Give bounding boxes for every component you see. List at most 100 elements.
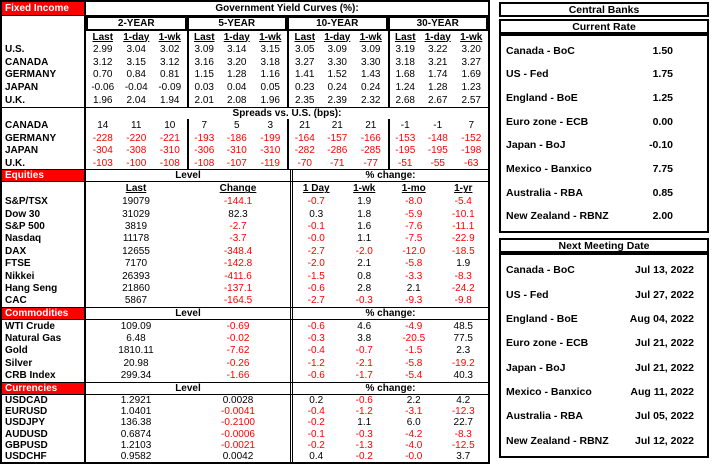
- value-cell: -2.7: [290, 245, 340, 258]
- value-cell: -71: [330, 157, 345, 169]
- instrument-row: WTI Crude 109.09 -0.69 -0.6 4.6 -4.9 48.5: [2, 320, 488, 333]
- value-cell: -164: [287, 131, 321, 145]
- value-cell: 3.02: [160, 43, 180, 55]
- instrument-label: Hang Seng: [2, 282, 86, 295]
- value-cell: 2.39: [327, 95, 347, 107]
- instrument-label: Natural Gas: [2, 332, 86, 345]
- next-meeting-list: Canada - BoC Jul 13, 2022 US - Fed Jul 27, …: [499, 253, 709, 458]
- next-meeting-row: Mexico - Banxico Aug 11, 2022: [501, 386, 707, 398]
- value-cell: 0.24: [327, 82, 347, 94]
- current-rate-row: England - BoE 1.25: [501, 92, 707, 104]
- next-meeting-row: Euro zone - ECB Jul 21, 2022: [501, 337, 707, 349]
- value-cell: -0.6: [290, 320, 340, 333]
- yield-column-header: Last: [92, 31, 114, 43]
- value-cell: 4.2: [456, 395, 471, 407]
- value-cell: 0.84: [126, 69, 146, 81]
- bank-name: Japan - BoJ: [506, 361, 566, 374]
- value-cell: 3.16: [186, 55, 221, 69]
- bank-value: 1.50: [652, 44, 673, 57]
- value-cell: -3.1: [405, 406, 423, 418]
- value-cell: -8.3: [454, 270, 472, 282]
- instrument-row: USDCAD 1.2921 0.0028 0.2 -0.6 2.2 4.2: [2, 394, 488, 407]
- value-cell: 3.18: [387, 55, 422, 69]
- yield-column-header: 1-day: [424, 31, 451, 43]
- value-cell: -220: [126, 132, 147, 144]
- value-cell: 7: [186, 119, 221, 132]
- value-cell: -2.0: [290, 257, 340, 270]
- value-cell: 0.0028: [222, 395, 254, 407]
- bank-value: 0.00: [652, 115, 673, 128]
- instrument-label: S&P/TSX: [2, 195, 86, 208]
- next-meeting-row: England - BoE Aug 04, 2022: [501, 313, 707, 325]
- value-cell: -0.7: [290, 195, 340, 208]
- value-cell: -5.8: [405, 258, 423, 270]
- value-cell: -100: [126, 157, 147, 169]
- bank-name: Japan - BoJ: [506, 139, 566, 152]
- spread-row: GERMANY -228 -220 -221 -193 -186 -199 -164 -157-…: [2, 131, 488, 145]
- value-cell: -4.2: [405, 428, 423, 440]
- bank-value: 1.25: [652, 92, 673, 105]
- instrument-row: S&P/TSX 19079 -144.1 -0.7 1.9 -8.0 -5.4: [2, 195, 488, 208]
- value-cell: -2.1: [355, 357, 373, 369]
- instrument-row: USDCHF 0.9582 0.0042 0.4 -0.2 -0.0 3.7: [2, 450, 488, 463]
- row-label: GERMANY: [2, 131, 86, 145]
- bank-name: Canada - BoC: [506, 44, 575, 57]
- value-cell: -137.1: [223, 282, 253, 294]
- instrument-label: WTI Crude: [2, 320, 86, 333]
- value-cell: -12.0: [402, 245, 426, 257]
- value-cell: 6.48: [126, 333, 146, 345]
- value-cell: -2.7: [229, 220, 247, 232]
- yield-column-header: 1-wk: [158, 31, 181, 43]
- bank-value: Jul 05, 2022: [635, 410, 694, 423]
- value-cell: -310: [159, 145, 180, 157]
- year-group-header: 10-YEAR: [287, 16, 388, 31]
- value-cell: -8.0: [405, 196, 423, 208]
- bank-name: New Zealand - RBNZ: [506, 434, 609, 447]
- instrument-row: FTSE 7170 -142.8 -2.0 2.1 -5.8 1.9: [2, 257, 488, 270]
- bank-name: US - Fed: [506, 68, 549, 81]
- pct-change-header: % change:: [290, 308, 488, 319]
- value-cell: 1.1: [357, 233, 372, 245]
- value-cell: -286: [327, 145, 348, 157]
- bank-name: New Zealand - RBNZ: [506, 210, 609, 223]
- value-cell: -0.4: [290, 344, 340, 358]
- bank-name: US - Fed: [506, 288, 549, 301]
- value-cell: 1.16: [260, 69, 280, 81]
- bank-value: Jul 21, 2022: [635, 337, 694, 350]
- value-cell: 3.12: [160, 56, 180, 68]
- yield-column-header: 1-day: [223, 31, 250, 43]
- value-cell: 3.30: [327, 56, 347, 68]
- yield-curve-row: CANADA 3.12 3.15 3.12 3.16 3.20 3.18 3.27 3.30 3.…: [2, 55, 488, 69]
- label-column-spacer: [2, 31, 86, 43]
- spread-row: JAPAN -304 -308 -310 -306 -310 -310 -282 -286 -28…: [2, 144, 488, 157]
- value-cell: -0.0021: [221, 439, 255, 451]
- value-cell: -51: [387, 156, 422, 170]
- spread-row: U.K. -103 -100 -108 -108 -107 -119 -70 -71 -77 -51…: [2, 156, 488, 170]
- value-cell: -0.0: [405, 450, 423, 462]
- instrument-row: Dow 30 31029 82.3 0.3 1.8 -5.9 -10.1: [2, 207, 488, 221]
- value-cell: -304: [92, 145, 113, 157]
- yield-column-header: Last: [186, 31, 221, 43]
- next-meeting-row: US - Fed Jul 27, 2022: [501, 289, 707, 301]
- instrument-row: Silver 20.98 -0.26 -1.2 -2.1 -5.8 -19.2: [2, 357, 488, 370]
- value-cell: 3.7: [456, 450, 471, 462]
- value-cell: 5867: [124, 295, 148, 307]
- value-cell: -24.2: [451, 282, 475, 294]
- yield-group-header-row: 2-YEAR 5-YEAR 10-YEAR 30-YEAR: [2, 16, 488, 31]
- value-cell: 1.52: [327, 69, 347, 81]
- yield-curve-row: GERMANY 0.70 0.84 0.81 1.15 1.28 1.16 1.41 1.52 1…: [2, 68, 488, 82]
- value-cell: -3.7: [229, 233, 247, 245]
- yield-curve-row: U.S. 2.99 3.04 3.02 3.09 3.14 3.15 3.05 3.09 3.09…: [2, 43, 488, 56]
- value-cell: -10.1: [451, 208, 475, 220]
- value-cell: 1.6: [357, 220, 372, 232]
- value-cell: -0.3: [355, 428, 373, 440]
- value-cell: 2.2: [406, 395, 421, 407]
- value-cell: -22.9: [451, 233, 475, 245]
- instrument-label: FTSE: [2, 257, 86, 270]
- pct-change-header: % change:: [290, 170, 488, 182]
- fixed-income-title-row: Fixed Income Government Yield Curves (%)…: [2, 2, 488, 16]
- value-cell: 2.01: [186, 94, 221, 107]
- instrument-row: GBPUSD 1.2103 -0.0021 -0.2 -1.3 -4.0 -12.5: [2, 439, 488, 451]
- value-cell: 3.15: [260, 43, 280, 55]
